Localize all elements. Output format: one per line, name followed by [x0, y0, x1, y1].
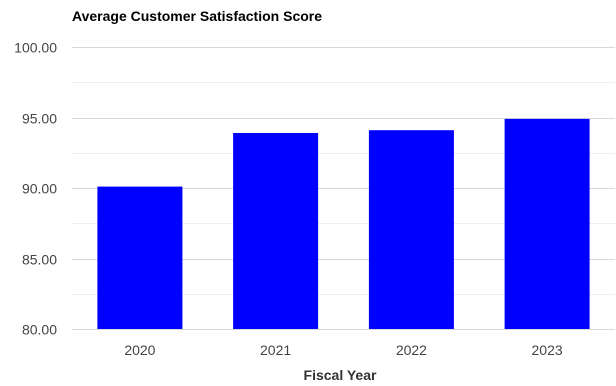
y-axis-ticks: 80.00 85.00 90.00 95.00 100.00	[14, 40, 57, 338]
y-tick-label: 90.00	[22, 181, 57, 197]
x-tick-label: 2023	[532, 342, 563, 358]
bars-layer	[97, 118, 590, 330]
y-tick-label: 100.00	[14, 40, 57, 56]
x-tick-label: 2022	[396, 342, 427, 358]
x-axis-label: Fiscal Year	[304, 367, 377, 381]
x-axis-ticks: 2020 2021 2022 2023	[124, 342, 563, 358]
bar-2020	[97, 186, 183, 329]
bar-2022	[368, 130, 454, 329]
y-tick-label: 95.00	[22, 111, 57, 127]
x-tick-label: 2020	[124, 342, 155, 358]
bar-2023	[504, 118, 590, 330]
y-tick-label: 85.00	[22, 252, 57, 268]
x-tick-label: 2021	[260, 342, 291, 358]
chart-title: Average Customer Satisfaction Score	[72, 8, 322, 24]
y-tick-label: 80.00	[22, 322, 57, 338]
bar-2021	[233, 133, 319, 329]
